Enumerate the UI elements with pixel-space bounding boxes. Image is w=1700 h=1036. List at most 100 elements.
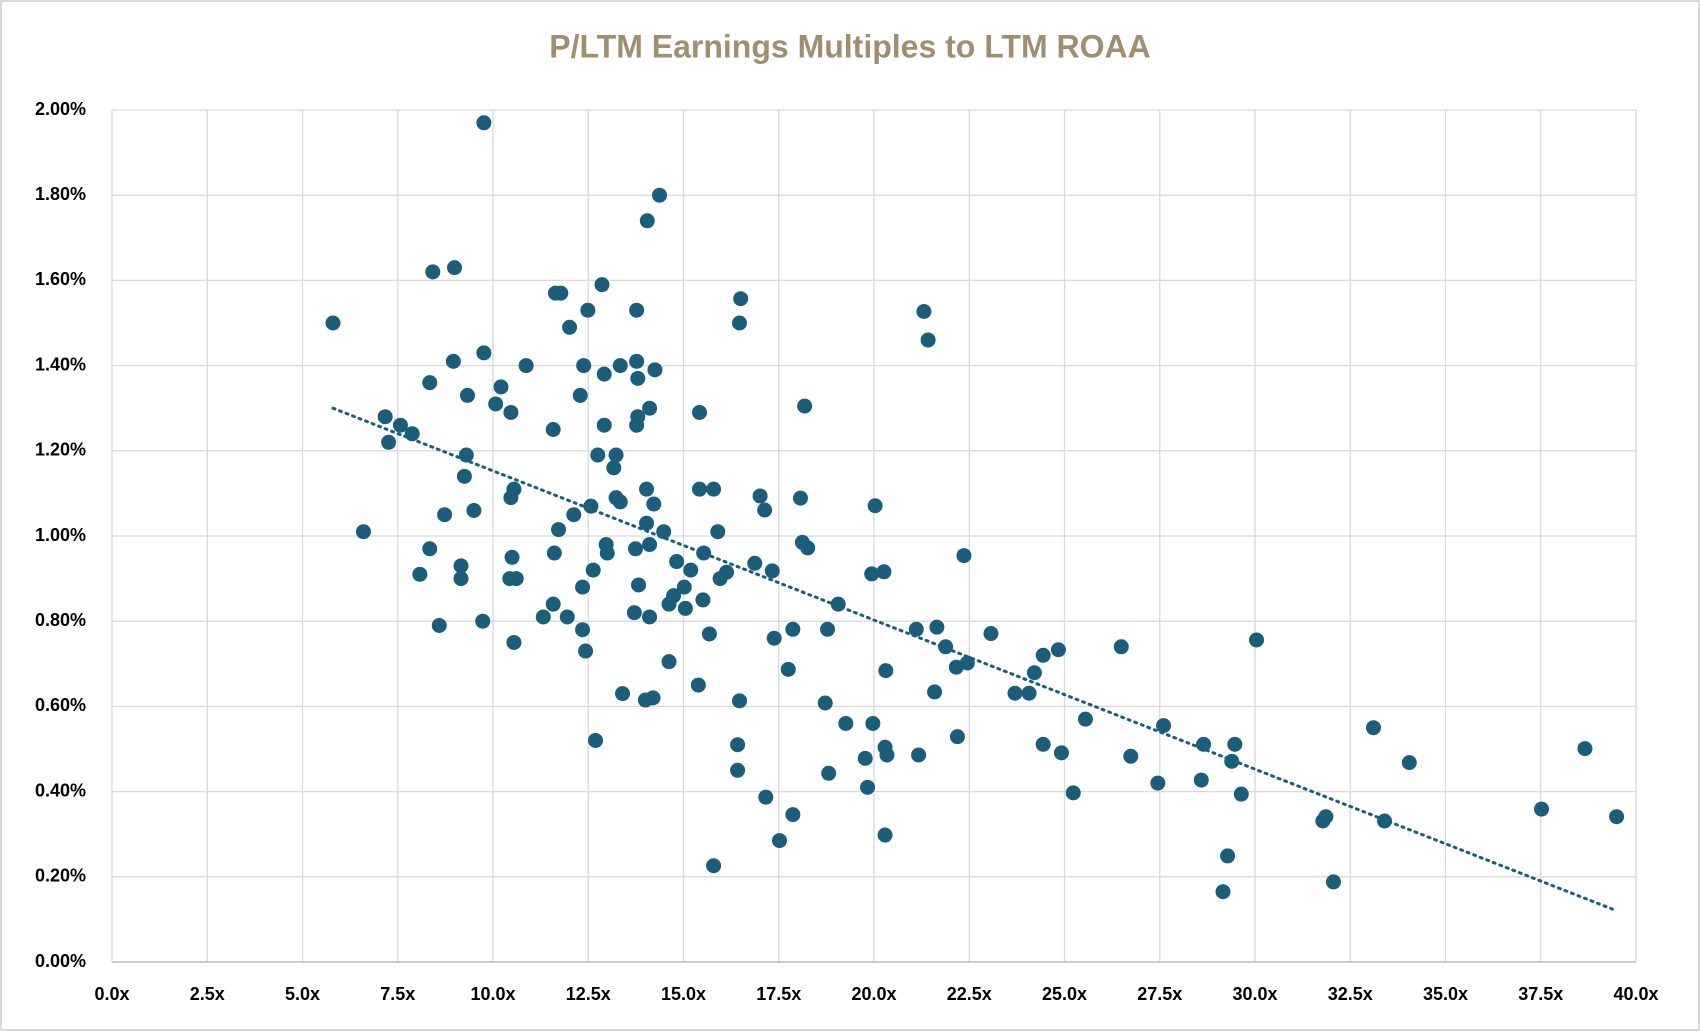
data-point [1113, 639, 1129, 655]
data-point [692, 481, 708, 497]
data-point [1035, 647, 1051, 663]
data-point [785, 621, 801, 637]
data-point [1325, 874, 1341, 890]
data-point [683, 562, 699, 578]
y-tick-label: 1.40% [35, 354, 86, 374]
data-point [377, 409, 393, 425]
y-tick-label: 2.00% [35, 99, 86, 119]
data-point [566, 507, 582, 523]
data-point [1007, 685, 1023, 701]
data-point [518, 358, 534, 374]
data-point [764, 563, 780, 579]
data-point [392, 417, 408, 433]
data-point [476, 345, 492, 361]
data-point [1053, 745, 1069, 761]
data-point [669, 554, 685, 570]
y-tick-label: 0.00% [35, 951, 86, 971]
data-point [612, 494, 628, 510]
data-point [596, 366, 612, 382]
data-point [701, 626, 717, 642]
x-tick-label: 30.0x [1232, 984, 1277, 1004]
data-point [559, 609, 575, 625]
data-point [1577, 741, 1593, 757]
data-point [456, 468, 472, 484]
data-point [626, 605, 642, 621]
data-point [629, 353, 645, 369]
y-tick-label: 1.00% [35, 525, 86, 545]
data-point [758, 789, 774, 805]
data-point [647, 362, 663, 378]
data-point [642, 537, 658, 553]
trendline [331, 406, 1619, 913]
data-point [911, 747, 927, 763]
x-tick-label: 15.0x [661, 984, 706, 1004]
x-tick-label: 17.5x [756, 984, 801, 1004]
data-point [1077, 711, 1093, 727]
data-point [615, 686, 631, 702]
data-point [445, 353, 461, 369]
data-point [1050, 642, 1066, 658]
data-point [1227, 736, 1243, 752]
data-point [1193, 772, 1209, 788]
data-point [475, 613, 491, 629]
data-point [587, 732, 603, 748]
data-point [447, 260, 463, 276]
data-point [404, 426, 420, 442]
data-point [412, 566, 428, 582]
data-point [666, 588, 682, 604]
data-point [590, 447, 606, 463]
data-point [422, 375, 438, 391]
x-tick-label: 5.0x [285, 984, 320, 1004]
data-point [639, 481, 655, 497]
data-point [488, 396, 504, 412]
data-point [876, 564, 892, 580]
data-point [596, 417, 612, 433]
data-point [692, 404, 708, 420]
data-point [710, 524, 726, 540]
y-tick-label: 1.20% [35, 440, 86, 460]
data-point [879, 747, 895, 763]
data-point [908, 621, 924, 637]
data-point [585, 562, 601, 578]
x-tick-label: 25.0x [1042, 984, 1087, 1004]
data-point [1365, 720, 1381, 736]
x-tick-label: 27.5x [1137, 984, 1182, 1004]
y-tick-label: 0.40% [35, 780, 86, 800]
data-point [676, 579, 692, 595]
data-point [575, 622, 591, 638]
data-point [608, 447, 624, 463]
x-tick-label: 35.0x [1423, 984, 1468, 1004]
x-tick-label: 0.0x [94, 984, 129, 1004]
data-point [733, 291, 749, 307]
data-point [916, 303, 932, 319]
data-point [508, 571, 524, 587]
data-point [612, 358, 628, 374]
data-point [878, 663, 894, 679]
data-point [1123, 748, 1139, 764]
x-tick-label: 37.5x [1518, 984, 1563, 1004]
data-point [752, 488, 768, 504]
data-point [1534, 801, 1550, 817]
chart-title: P/LTM Earnings Multiples to LTM ROAA [549, 28, 1150, 64]
data-point [453, 558, 469, 574]
data-point [800, 540, 816, 556]
data-point [606, 460, 622, 476]
data-point [747, 555, 763, 571]
data-point [1401, 755, 1417, 771]
data-point [645, 690, 661, 706]
x-tick-label: 22.5x [947, 984, 992, 1004]
data-point [757, 502, 773, 518]
data-point [631, 577, 647, 593]
data-point [983, 626, 999, 642]
data-point [785, 807, 801, 823]
data-point [325, 315, 341, 331]
data-point [646, 496, 662, 512]
data-point [642, 609, 658, 625]
data-point [821, 765, 837, 781]
data-point [1609, 809, 1625, 825]
data-point [956, 548, 972, 564]
data-point [817, 695, 833, 711]
data-point [1220, 848, 1236, 864]
data-point [576, 358, 592, 374]
